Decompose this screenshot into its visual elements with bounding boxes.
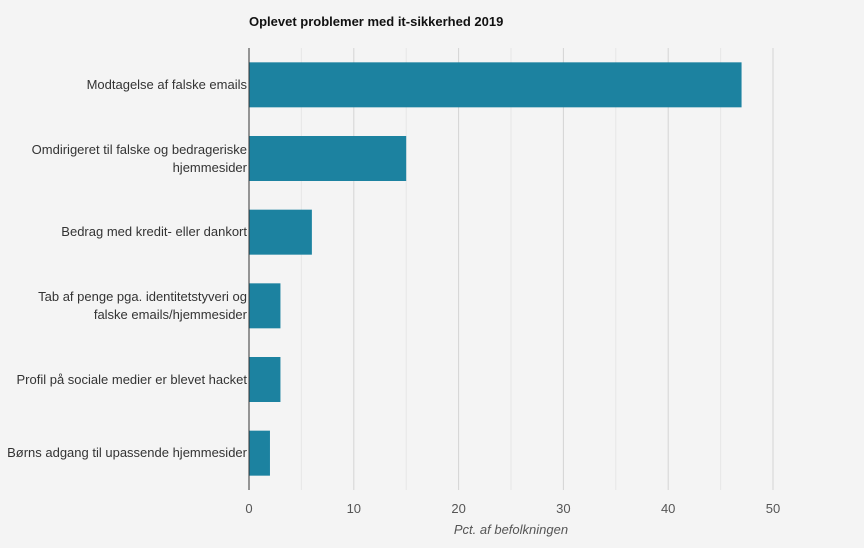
- bar[interactable]: [249, 430, 270, 476]
- x-tick-label: 40: [661, 501, 675, 516]
- category-label: Tab af penge pga. identitetstyveri og fa…: [38, 288, 247, 322]
- category-label: Profil på sociale medier er blevet hacke…: [16, 371, 247, 387]
- x-tick-label: 50: [766, 501, 780, 516]
- bar[interactable]: [249, 283, 281, 329]
- x-tick-label: 0: [245, 501, 252, 516]
- bar[interactable]: [249, 209, 312, 255]
- bar[interactable]: [249, 136, 407, 181]
- x-tick-label: 10: [347, 501, 361, 516]
- category-label: Omdirigeret til falske og bedrageriske h…: [31, 141, 247, 175]
- category-label: Bedrag med kredit- eller dankort: [61, 224, 247, 240]
- x-tick-label: 30: [556, 501, 570, 516]
- category-label: Modtagelse af falske emails: [86, 76, 247, 92]
- bar[interactable]: [249, 357, 281, 402]
- chart-title: Oplevet problemer med it-sikkerhed 2019: [249, 14, 504, 29]
- x-axis-label: Pct. af befolkningen: [453, 522, 569, 537]
- category-label: Børns adgang til upassende hjemmesider: [7, 445, 247, 461]
- bar[interactable]: [249, 62, 742, 108]
- x-tick-label: 20: [451, 501, 465, 516]
